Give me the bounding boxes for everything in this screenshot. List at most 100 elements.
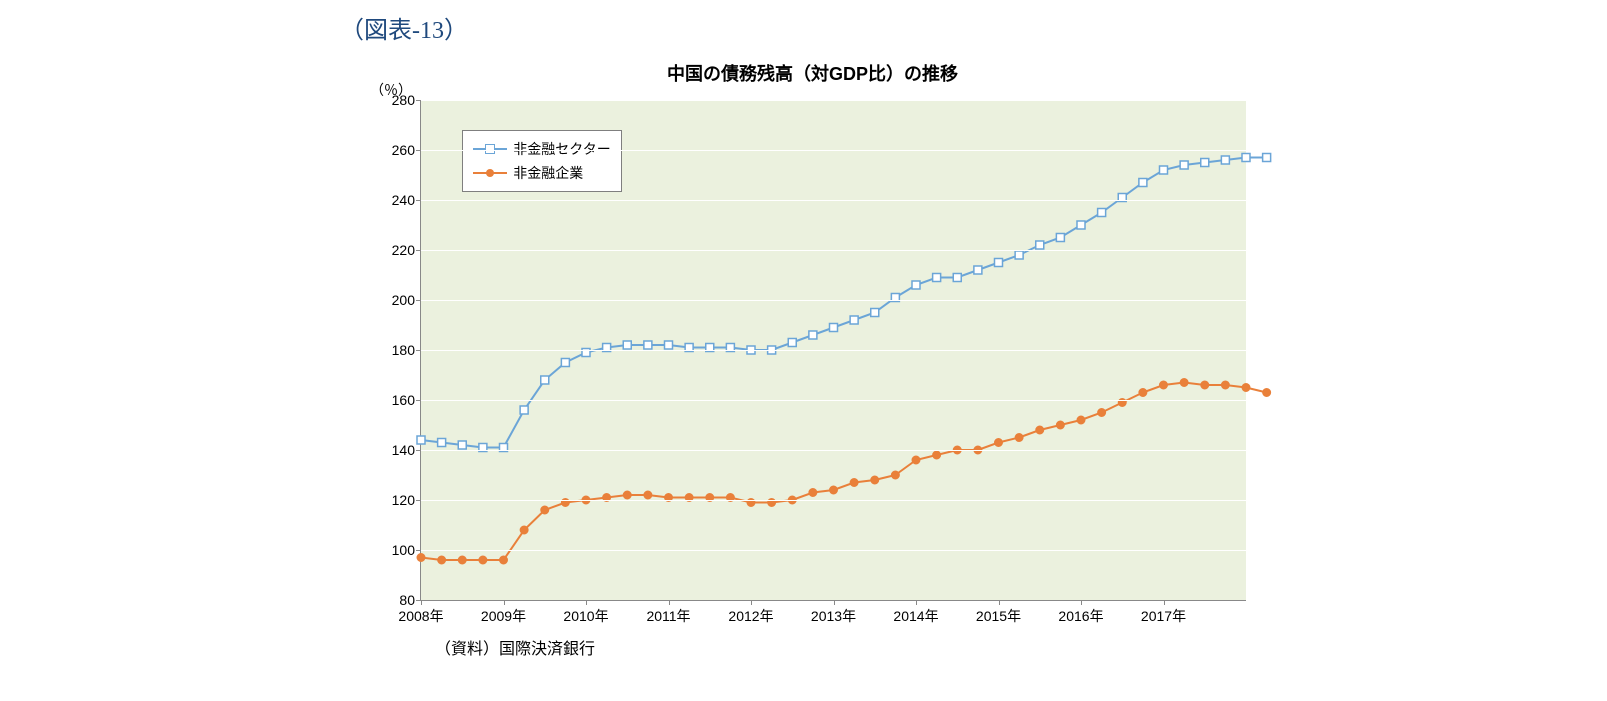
gridline [421,450,1246,451]
chart-source: （資料）国際決済銀行 [435,635,595,659]
chart-title: 中国の債務残高（対GDP比）の推移 [360,60,1265,86]
series-marker [458,441,466,449]
series-marker [809,489,817,497]
series-marker [933,274,941,282]
series-marker [995,259,1003,267]
series-marker [561,359,569,367]
series-marker [1015,251,1023,259]
series-marker [623,491,631,499]
series-marker [1056,234,1064,242]
series-marker [1263,389,1271,397]
legend-label: 非金融セクター [513,139,610,159]
legend: 非金融セクター非金融企業 [462,130,621,192]
series-marker [1201,159,1209,167]
series-marker [850,479,858,487]
gridline [421,550,1246,551]
gridline [421,300,1246,301]
series-marker [1139,389,1147,397]
series-marker [953,274,961,282]
y-tick-mark [416,500,421,501]
series-marker [1201,381,1209,389]
series-marker [788,339,796,347]
series-marker [912,456,920,464]
x-tick-mark [999,600,1000,605]
series-marker [1221,381,1229,389]
legend-line-icon [473,172,507,174]
series-marker [1180,379,1188,387]
legend-label: 非金融企業 [513,163,583,183]
series-line [421,158,1267,448]
series-marker [809,331,817,339]
plot-area: 非金融セクター非金融企業 801001201401601802002202402… [420,100,1246,601]
series-marker [644,491,652,499]
series-marker [891,471,899,479]
series-marker [912,281,920,289]
series-marker [1077,416,1085,424]
series-marker [541,506,549,514]
series-marker [974,266,982,274]
gridline [421,350,1246,351]
series-marker [438,556,446,564]
y-tick-mark [416,300,421,301]
legend-item: 非金融企業 [473,161,610,185]
gridline [421,150,1246,151]
series-marker [1242,384,1250,392]
series-marker [1015,434,1023,442]
chart-container: 中国の債務残高（対GDP比）の推移 （％） 非金融セクター非金融企業 80100… [360,60,1265,660]
x-tick-mark [834,600,835,605]
series-marker [500,556,508,564]
series-marker [1242,154,1250,162]
x-tick-mark [669,600,670,605]
x-tick-mark [504,600,505,605]
series-marker [623,341,631,349]
legend-marker-icon [486,169,494,177]
x-tick-mark [1081,600,1082,605]
legend-item: 非金融セクター [473,137,610,161]
gridline [421,500,1246,501]
series-marker [1160,381,1168,389]
y-tick-mark [416,350,421,351]
series-marker [1056,421,1064,429]
series-marker [665,341,673,349]
y-tick-mark [416,150,421,151]
gridline [421,400,1246,401]
series-marker [871,476,879,484]
y-tick-mark [416,250,421,251]
series-marker [871,309,879,317]
x-tick-mark [421,600,422,605]
x-tick-mark [586,600,587,605]
series-marker [438,439,446,447]
x-tick-mark [751,600,752,605]
series-marker [644,341,652,349]
series-marker [1036,241,1044,249]
y-tick-mark [416,400,421,401]
series-marker [830,486,838,494]
series-marker [1098,209,1106,217]
gridline [421,200,1246,201]
x-tick-mark [1164,600,1165,605]
series-marker [1221,156,1229,164]
series-marker [520,406,528,414]
series-marker [995,439,1003,447]
series-marker [520,526,528,534]
series-marker [1160,166,1168,174]
figure-label: （図表-13） [340,10,468,45]
legend-marker-icon [485,144,495,154]
series-marker [1098,409,1106,417]
series-marker [1180,161,1188,169]
series-marker [830,324,838,332]
y-tick-mark [416,100,421,101]
series-marker [541,376,549,384]
x-tick-mark [916,600,917,605]
series-marker [479,556,487,564]
series-marker [458,556,466,564]
series-marker [1263,154,1271,162]
series-marker [933,451,941,459]
gridline [421,250,1246,251]
y-tick-mark [416,200,421,201]
series-marker [1139,179,1147,187]
y-tick-mark [416,450,421,451]
series-marker [850,316,858,324]
y-tick-mark [416,550,421,551]
series-line [421,383,1267,561]
